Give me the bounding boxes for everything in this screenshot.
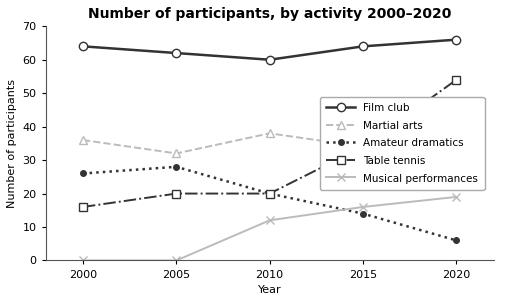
Film club bbox=[360, 44, 366, 48]
Y-axis label: Number of participants: Number of participants bbox=[7, 79, 17, 208]
Table tennis bbox=[173, 192, 179, 195]
Musical performances bbox=[453, 195, 459, 199]
Line: Amateur dramatics: Amateur dramatics bbox=[80, 164, 459, 243]
Film club bbox=[267, 58, 273, 62]
Line: Film club: Film club bbox=[79, 36, 460, 64]
Martial arts bbox=[453, 138, 459, 142]
Line: Martial arts: Martial arts bbox=[79, 129, 460, 158]
Amateur dramatics bbox=[80, 172, 86, 175]
Amateur dramatics bbox=[453, 239, 459, 242]
Film club bbox=[453, 38, 459, 41]
Amateur dramatics bbox=[173, 165, 179, 169]
Martial arts bbox=[267, 132, 273, 135]
Musical performances bbox=[267, 219, 273, 222]
Film club bbox=[173, 51, 179, 55]
Table tennis bbox=[80, 205, 86, 209]
Table tennis bbox=[267, 192, 273, 195]
Martial arts bbox=[80, 138, 86, 142]
Musical performances bbox=[173, 259, 179, 262]
Title: Number of participants, by activity 2000–2020: Number of participants, by activity 2000… bbox=[88, 7, 452, 21]
Table tennis bbox=[453, 78, 459, 82]
X-axis label: Year: Year bbox=[258, 285, 282, 295]
Martial arts bbox=[173, 152, 179, 155]
Line: Table tennis: Table tennis bbox=[79, 76, 460, 211]
Legend: Film club, Martial arts, Amateur dramatics, Table tennis, Musical performances: Film club, Martial arts, Amateur dramati… bbox=[319, 97, 484, 190]
Musical performances bbox=[80, 259, 86, 262]
Table tennis bbox=[360, 145, 366, 149]
Film club bbox=[80, 44, 86, 48]
Martial arts bbox=[360, 145, 366, 149]
Musical performances bbox=[360, 205, 366, 209]
Amateur dramatics bbox=[360, 212, 366, 215]
Amateur dramatics bbox=[267, 192, 273, 195]
Line: Musical performances: Musical performances bbox=[79, 193, 460, 265]
